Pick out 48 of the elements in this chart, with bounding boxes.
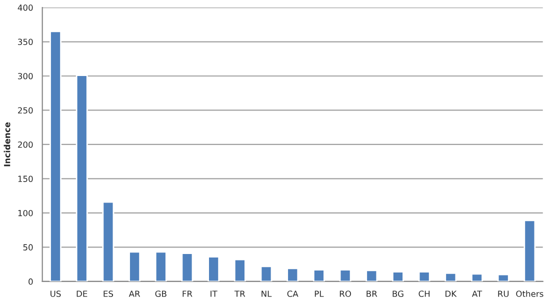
y-tick-label: 50 (23, 244, 33, 250)
bar (392, 271, 404, 282)
x-tick-label: FR (182, 290, 192, 297)
bar (208, 256, 220, 282)
x-tick-label: IT (210, 290, 218, 297)
bar (76, 74, 88, 282)
y-tick-label: 400 (18, 4, 33, 11)
x-tick-label: NL (262, 290, 272, 297)
x-tick-label: GB (155, 290, 166, 297)
x-tick-label: Others (516, 290, 544, 297)
y-tick-label: 200 (18, 141, 33, 148)
bar (471, 273, 483, 282)
x-tick-label: RO (340, 290, 351, 297)
bar (102, 201, 114, 282)
x-tick-label: AT (472, 290, 482, 297)
bar (418, 271, 430, 282)
bar (181, 252, 194, 282)
x-tick-label: DK (446, 290, 457, 297)
x-tick-label: ES (104, 290, 114, 297)
y-axis-title: Incidence (4, 122, 10, 166)
x-tick-label: TR (234, 290, 246, 297)
x-tick-label: BG (392, 290, 404, 297)
bar (260, 266, 272, 282)
bar (128, 251, 141, 282)
x-tick-label: BR (366, 290, 378, 297)
bar (497, 274, 510, 282)
x-tick-label: AR (128, 290, 140, 297)
x-tick-label: US (50, 290, 61, 297)
x-tick-label: PL (314, 290, 324, 297)
x-tick-label: CA (287, 290, 298, 297)
y-tick-label: 150 (18, 176, 33, 182)
bar (312, 269, 325, 282)
bar (444, 272, 457, 282)
bar (366, 270, 378, 282)
y-tick-label: 0 (28, 278, 33, 285)
y-tick-label: 350 (18, 38, 33, 46)
y-tick-label: 250 (18, 107, 33, 114)
x-tick-label: DE (76, 290, 88, 297)
x-tick-label: RU (498, 290, 509, 297)
bar (50, 30, 62, 282)
y-tick-label: 300 (18, 72, 33, 80)
y-tick-label: 100 (18, 210, 33, 216)
bar (154, 251, 167, 282)
x-tick-label: CH (418, 290, 430, 297)
bar (339, 269, 352, 282)
bar (524, 220, 536, 282)
bar (234, 258, 246, 282)
bar (286, 268, 299, 282)
